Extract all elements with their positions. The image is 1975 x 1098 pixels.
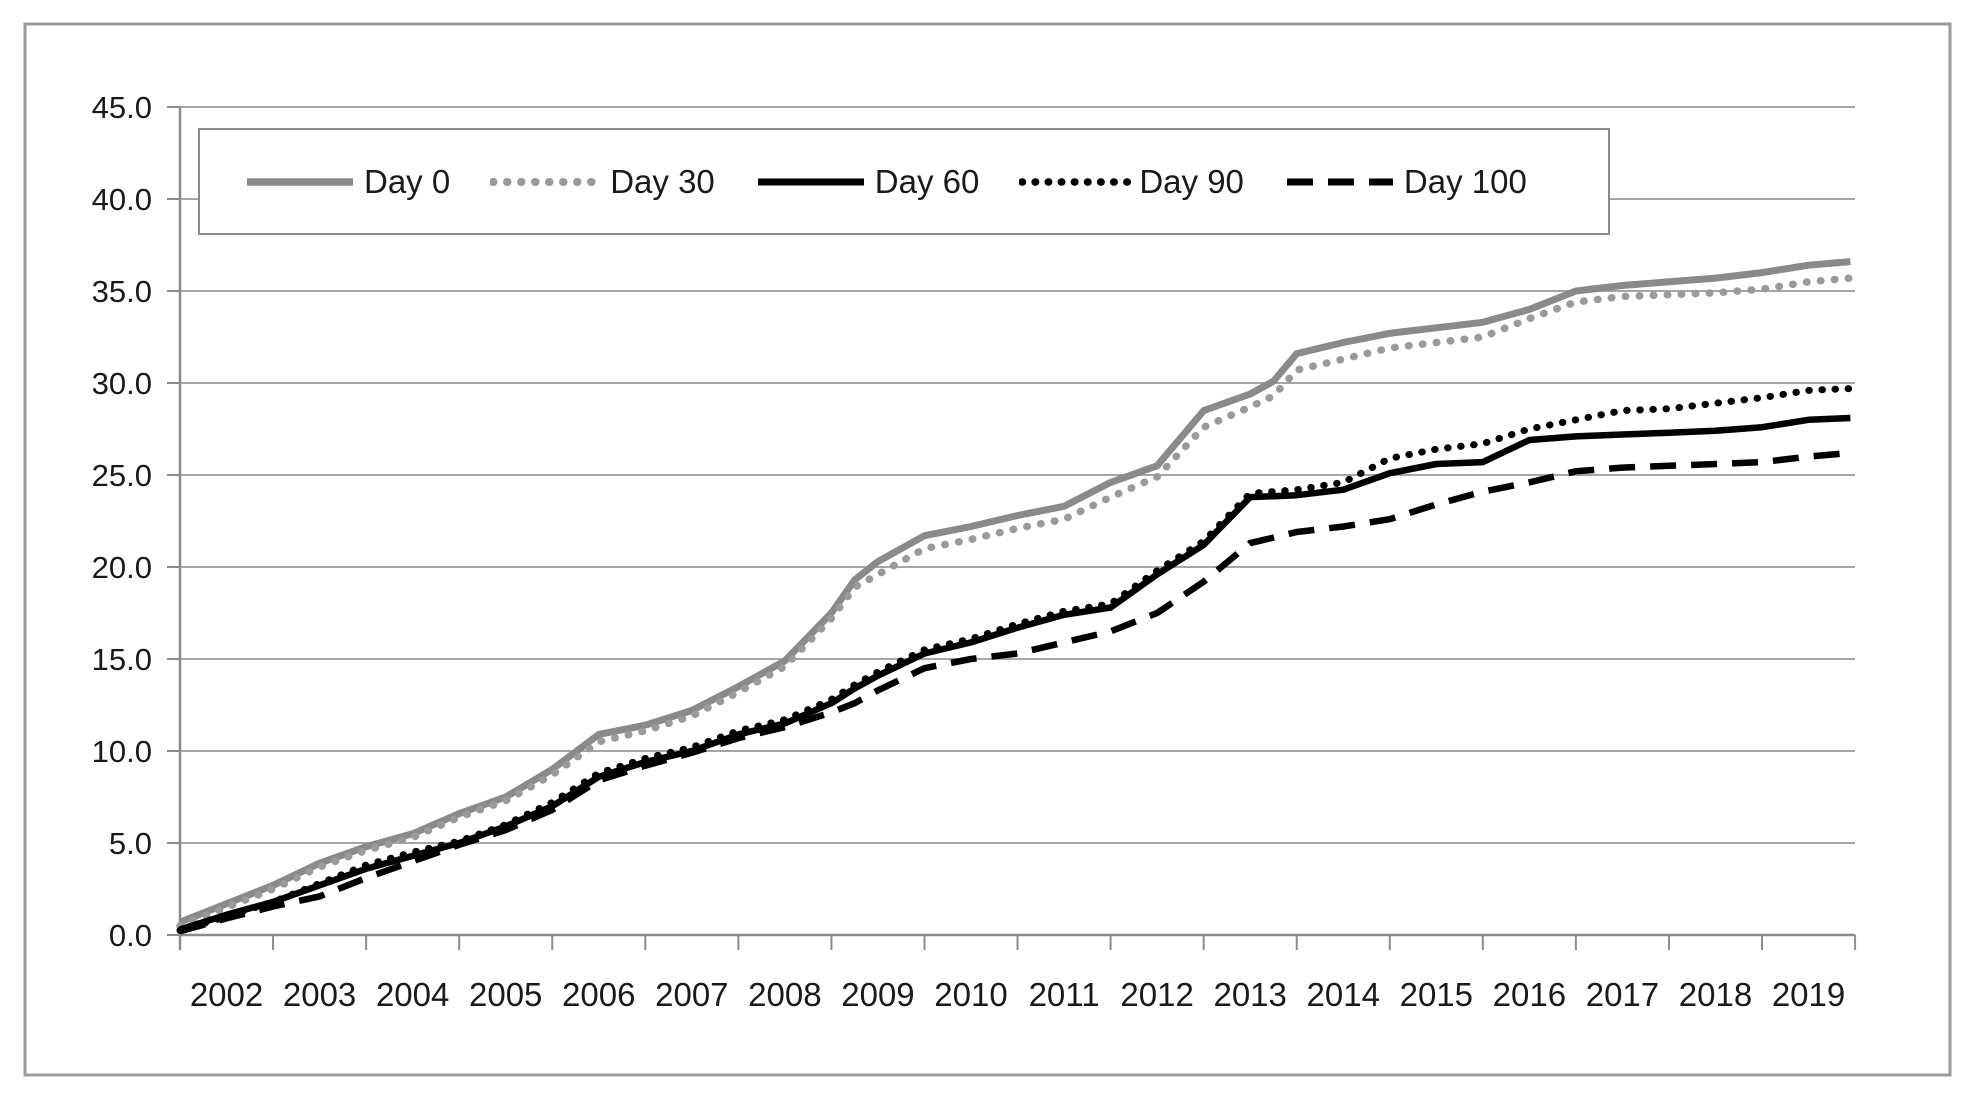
legend-sample-line bbox=[757, 178, 864, 185]
y-tick-label-45.0: 45.0 bbox=[92, 90, 152, 125]
figure-border bbox=[23, 22, 1952, 1077]
y-tick-label-10.0: 10.0 bbox=[92, 734, 152, 769]
x-tick-label-2019: 2019 bbox=[1772, 976, 1845, 1013]
legend-sample-line bbox=[247, 177, 353, 186]
y-tick-label-15.0: 15.0 bbox=[92, 642, 152, 677]
y-tick-label-0.0: 0.0 bbox=[109, 918, 152, 953]
legend-entry-day-90: Day 90 bbox=[1019, 163, 1244, 201]
x-tick-label-2015: 2015 bbox=[1400, 976, 1473, 1013]
legend-entry-day-60: Day 60 bbox=[755, 162, 980, 201]
series-line-day-100 bbox=[179, 449, 1851, 935]
legend-label: Day 90 bbox=[1139, 162, 1244, 200]
legend-entry-day-100: Day 100 bbox=[1284, 163, 1527, 201]
legend: Day 0 Day 30 Day 60 Day 90 Day 100 bbox=[198, 128, 1610, 235]
legend-sample-line bbox=[1286, 178, 1393, 185]
series-line-day-30 bbox=[176, 274, 1855, 930]
x-tick-label-2018: 2018 bbox=[1679, 976, 1752, 1013]
series-line-day-90 bbox=[176, 385, 1854, 934]
x-tick-label-2005: 2005 bbox=[469, 976, 542, 1013]
y-tick-label-20.0: 20.0 bbox=[92, 550, 152, 585]
legend-sample-line bbox=[1019, 177, 1132, 186]
x-tick-label-2013: 2013 bbox=[1213, 976, 1286, 1013]
legend-entry-day-30: Day 30 bbox=[490, 163, 715, 201]
x-tick-label-2008: 2008 bbox=[748, 976, 821, 1013]
legend-sample-line bbox=[490, 177, 603, 186]
legend-label: Day 60 bbox=[874, 162, 980, 200]
legend-entry-day-0: Day 0 bbox=[244, 163, 450, 201]
y-tick-label-25.0: 25.0 bbox=[92, 458, 152, 493]
series-line-day-0 bbox=[178, 258, 1851, 926]
x-tick-label-2012: 2012 bbox=[1120, 976, 1193, 1013]
x-tick-label-2006: 2006 bbox=[562, 976, 635, 1013]
x-tick-label-2014: 2014 bbox=[1307, 976, 1380, 1013]
x-tick-label-2017: 2017 bbox=[1586, 976, 1659, 1013]
y-tick-label-5.0: 5.0 bbox=[109, 826, 152, 861]
y-tick-label-30.0: 30.0 bbox=[92, 366, 152, 401]
legend-label: Day 0 bbox=[364, 162, 451, 200]
x-tick-label-2003: 2003 bbox=[283, 976, 356, 1013]
x-tick-label-2009: 2009 bbox=[841, 976, 914, 1013]
x-tick-label-2010: 2010 bbox=[934, 976, 1007, 1013]
legend-label: Day 30 bbox=[610, 162, 715, 200]
y-tick-label-35.0: 35.0 bbox=[92, 274, 152, 309]
x-tick-label-2004: 2004 bbox=[376, 976, 449, 1013]
x-tick-label-2016: 2016 bbox=[1493, 976, 1566, 1013]
legend-label: Day 100 bbox=[1403, 162, 1527, 200]
x-tick-label-2011: 2011 bbox=[1029, 976, 1100, 1013]
x-tick-label-2002: 2002 bbox=[190, 976, 263, 1013]
x-tick-label-2007: 2007 bbox=[655, 976, 728, 1013]
y-tick-label-40.0: 40.0 bbox=[92, 182, 152, 217]
